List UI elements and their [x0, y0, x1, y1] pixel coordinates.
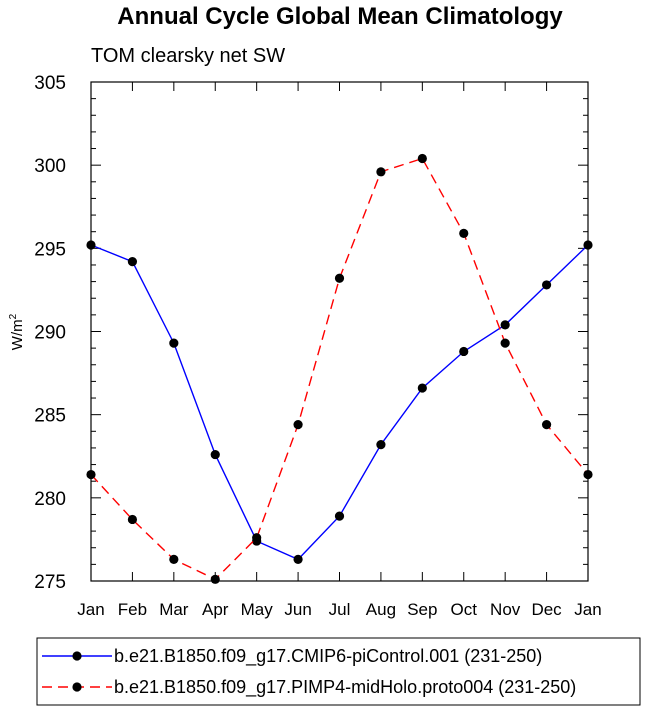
- series-2-point: [293, 420, 303, 430]
- legend-box: [36, 637, 641, 706]
- x-tick-label: Aug: [366, 600, 396, 619]
- series-1-point: [417, 383, 427, 393]
- series-2-point: [252, 533, 262, 543]
- y-axis-label: W/m2: [8, 313, 26, 350]
- legend-items: b.e21.B1850.f09_g17.CMIP6-piControl.001 …: [42, 646, 576, 698]
- series-1-point: [210, 449, 220, 460]
- series-1-point: [459, 346, 469, 357]
- series-layer: [86, 153, 593, 584]
- legend-marker-2: [72, 682, 82, 692]
- plot-frame: [90, 81, 589, 582]
- y-tick-labels: 275 280 285 290 295 300 305: [34, 73, 66, 593]
- legend-label-1: b.e21.B1850.f09_g17.CMIP6-piControl.001 …: [114, 646, 542, 667]
- y-tick-label: 285: [34, 406, 66, 427]
- legend-marker-1: [72, 651, 82, 661]
- y-axis-label-unit: W/m: [9, 319, 26, 350]
- y-tick-label: 290: [34, 323, 66, 344]
- x-tick-label: Feb: [118, 600, 147, 619]
- series-2-point: [500, 338, 510, 348]
- y-tick-label: 300: [34, 156, 66, 177]
- series-2-point: [210, 574, 220, 584]
- x-tick-label: Dec: [531, 600, 562, 619]
- x-tick-label: Jul: [329, 600, 351, 619]
- series-2-point: [376, 167, 386, 177]
- x-tick-label: Sep: [407, 600, 437, 619]
- chart-title: Annual Cycle Global Mean Climatology: [117, 3, 563, 30]
- series-2-point: [417, 153, 427, 164]
- y-axis-label-superscript: 2: [8, 313, 19, 319]
- series-1-point: [127, 257, 138, 267]
- series-1-point: [293, 554, 303, 564]
- series-2-point: [334, 273, 345, 283]
- legend-label-2: b.e21.B1850.f09_g17.PIMP4-midHolo.proto0…: [114, 677, 576, 698]
- series-1-point: [376, 440, 386, 450]
- y-tick-label: 305: [34, 73, 66, 94]
- chart-subtitle: TOM clearsky net SW: [91, 45, 285, 67]
- series-2-point: [541, 420, 552, 430]
- legend: b.e21.B1850.f09_g17.CMIP6-piControl.001 …: [36, 637, 641, 706]
- x-tick-label: Oct: [451, 600, 478, 619]
- series-2-point: [127, 514, 138, 525]
- x-tick-label: Nov: [490, 600, 521, 619]
- x-tick-label: Jan: [574, 600, 601, 619]
- series-2-point: [459, 228, 469, 238]
- series-2-point: [169, 554, 179, 564]
- x-tick-label: Apr: [202, 600, 229, 619]
- y-tick-label: 275: [34, 572, 66, 593]
- axis-ticks: [90, 81, 589, 582]
- y-tick-label: 280: [34, 489, 66, 510]
- series-1-point: [334, 511, 345, 521]
- x-tick-label: Mar: [159, 600, 189, 619]
- y-tick-label: 295: [34, 239, 66, 260]
- x-tick-labels: Jan Feb Mar Apr May Jun Jul Aug Sep Oct Nov Dec Jan: [77, 600, 601, 619]
- x-tick-label: May: [241, 600, 274, 619]
- x-tick-label: Jun: [284, 600, 311, 619]
- series-1-point: [169, 338, 179, 348]
- series-1-point: [541, 280, 552, 290]
- x-tick-label: Jan: [77, 600, 104, 619]
- series-1-point: [500, 320, 510, 330]
